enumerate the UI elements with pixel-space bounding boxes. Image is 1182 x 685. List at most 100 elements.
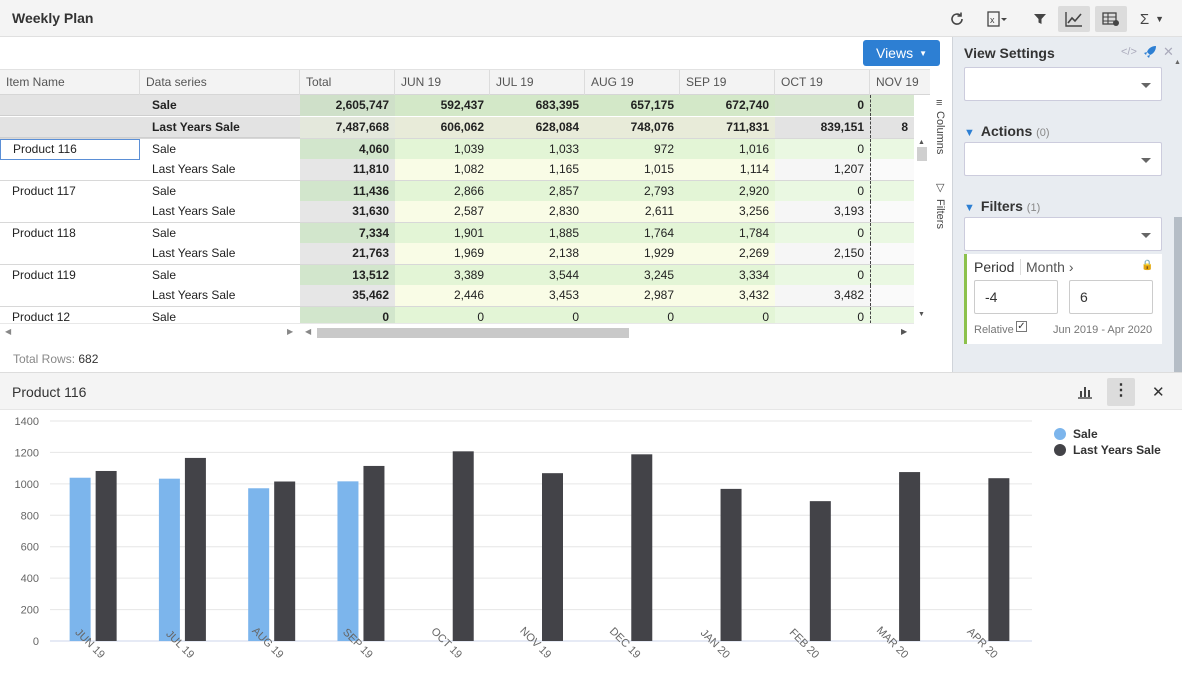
month-cell[interactable]: 1,764 [585,223,680,244]
month-cell[interactable]: 672,740 [680,95,775,116]
series-cell[interactable]: Last Years Sale [152,246,236,260]
month-cell[interactable]: 2,857 [490,181,585,202]
refresh-button[interactable] [941,6,973,32]
month-cell[interactable]: 2,446 [395,285,490,306]
month-cell[interactable]: 0 [395,307,490,323]
month-cell[interactable]: 0 [585,307,680,323]
month-cell[interactable]: 606,062 [395,117,490,138]
item-name-cell[interactable] [0,285,140,306]
table-row[interactable]: Last Years Sale 31,630 2,587 2,830 2,611 3,25… [0,201,914,222]
series-cell[interactable]: Last Years Sale [152,288,236,302]
columns-tab[interactable]: Columns [934,111,946,155]
item-name-cell[interactable]: Product 117 [12,184,76,198]
bar-last-years-sale[interactable] [95,470,117,641]
rocket-icon[interactable] [1143,45,1157,59]
series-cell[interactable]: Sale [152,226,177,240]
total-cell[interactable]: 7,334 [300,223,395,244]
table-row[interactable]: Product 119 Sale 13,512 3,389 3,544 3,245 3,33… [0,264,914,286]
item-name-cell[interactable] [0,243,140,264]
horizontal-scrollbar[interactable]: ◀ ▶ ◀ ▶ [0,323,914,341]
month-cell[interactable] [870,139,914,160]
month-cell[interactable]: 2,987 [585,285,680,306]
column-header[interactable]: OCT 19 [775,70,870,95]
month-cell[interactable]: 3,245 [585,265,680,286]
month-cell[interactable]: 592,437 [395,95,490,116]
bar-last-years-sale[interactable] [988,478,1010,641]
month-cell[interactable]: 2,269 [680,243,775,264]
month-cell[interactable] [870,181,914,202]
month-cell[interactable]: 1,969 [395,243,490,264]
aggregate-button[interactable]: Σ ▼ [1134,6,1170,32]
series-cell[interactable]: Sale [152,98,177,112]
series-cell[interactable]: Last Years Sale [152,204,236,218]
month-cell[interactable]: 0 [775,95,870,116]
scroll-left-icon[interactable]: ◀ [305,327,312,336]
month-cell[interactable] [870,243,914,264]
month-cell[interactable]: 3,453 [490,285,585,306]
vertical-scrollbar[interactable]: ▲ ▼ [914,95,930,323]
series-cell[interactable]: Sale [152,142,177,156]
month-cell[interactable]: 1,784 [680,223,775,244]
total-cell[interactable]: 11,810 [300,159,395,180]
bar-last-years-sale[interactable] [452,451,474,641]
month-cell[interactable]: 0 [680,307,775,323]
series-cell[interactable]: Sale [152,310,177,323]
month-cell[interactable]: 1,033 [490,139,585,160]
relative-checkbox[interactable]: ✓ [1016,321,1027,332]
month-cell[interactable]: 2,866 [395,181,490,202]
month-cell[interactable]: 1,165 [490,159,585,180]
scroll-thumb[interactable] [1174,217,1182,377]
month-cell[interactable]: 2,920 [680,181,775,202]
month-cell[interactable]: 1,901 [395,223,490,244]
table-row[interactable]: Last Years Sale 11,810 1,082 1,165 1,015 1,11… [0,159,914,180]
views-button[interactable]: Views ▼ [863,40,940,66]
scroll-thumb[interactable] [317,328,629,338]
month-cell[interactable] [870,223,914,244]
month-cell[interactable]: 2,138 [490,243,585,264]
scroll-left-icon[interactable]: ◀ [5,327,12,336]
chart-toggle-button[interactable] [1058,6,1090,32]
month-cell[interactable]: 1,082 [395,159,490,180]
total-cell[interactable]: 13,512 [300,265,395,286]
item-name-cell[interactable] [0,95,140,116]
total-cell[interactable]: 7,487,668 [300,117,395,138]
month-cell[interactable]: 1,015 [585,159,680,180]
month-cell[interactable]: 1,885 [490,223,585,244]
month-cell[interactable]: 972 [585,139,680,160]
table-row[interactable]: Product 117 Sale 11,436 2,866 2,857 2,793 2,92… [0,180,914,202]
total-cell[interactable]: 2,605,747 [300,95,395,116]
month-cell[interactable]: 3,544 [490,265,585,286]
month-cell[interactable]: 0 [775,223,870,244]
month-cell[interactable]: 2,150 [775,243,870,264]
item-name-cell[interactable]: Product 12 [12,310,71,323]
bar-last-years-sale[interactable] [631,454,653,641]
filters-section-header[interactable]: ▼ Filters (1) [964,198,1040,214]
lock-icon[interactable]: 🔒 [1141,260,1154,271]
month-cell[interactable]: 3,193 [775,201,870,222]
close-icon[interactable]: ✕ [1152,384,1165,401]
month-cell[interactable]: 3,432 [680,285,775,306]
month-cell[interactable]: 0 [775,139,870,160]
column-header[interactable]: JUL 19 [490,70,585,95]
table-row[interactable]: Last Years Sale 21,763 1,969 2,138 1,929 2,26… [0,243,914,264]
table-row[interactable]: Product 118 Sale 7,334 1,901 1,885 1,764 1,784… [0,222,914,244]
month-cell[interactable]: 3,389 [395,265,490,286]
column-header[interactable]: SEP 19 [680,70,775,95]
series-cell[interactable]: Last Years Sale [152,120,240,134]
close-icon[interactable]: ✕ [1163,44,1174,59]
month-cell[interactable]: 0 [775,181,870,202]
month-cell[interactable] [870,265,914,286]
total-cell[interactable]: 0 [300,307,395,323]
month-cell[interactable]: 0 [775,265,870,286]
month-cell[interactable]: 0 [775,307,870,323]
totals-row[interactable]: Last Years Sale 7,487,668 606,062 628,084 74… [0,117,914,138]
bar-last-years-sale[interactable] [363,465,385,641]
total-cell[interactable]: 21,763 [300,243,395,264]
total-cell[interactable]: 31,630 [300,201,395,222]
month-cell[interactable]: 748,076 [585,117,680,138]
table-row[interactable]: Last Years Sale 35,462 2,446 3,453 2,987 3,43… [0,285,914,306]
bar-sale[interactable] [69,477,91,641]
column-header[interactable]: Data series [140,70,300,95]
bar-last-years-sale[interactable] [899,472,921,641]
item-name-cell[interactable] [0,117,140,138]
